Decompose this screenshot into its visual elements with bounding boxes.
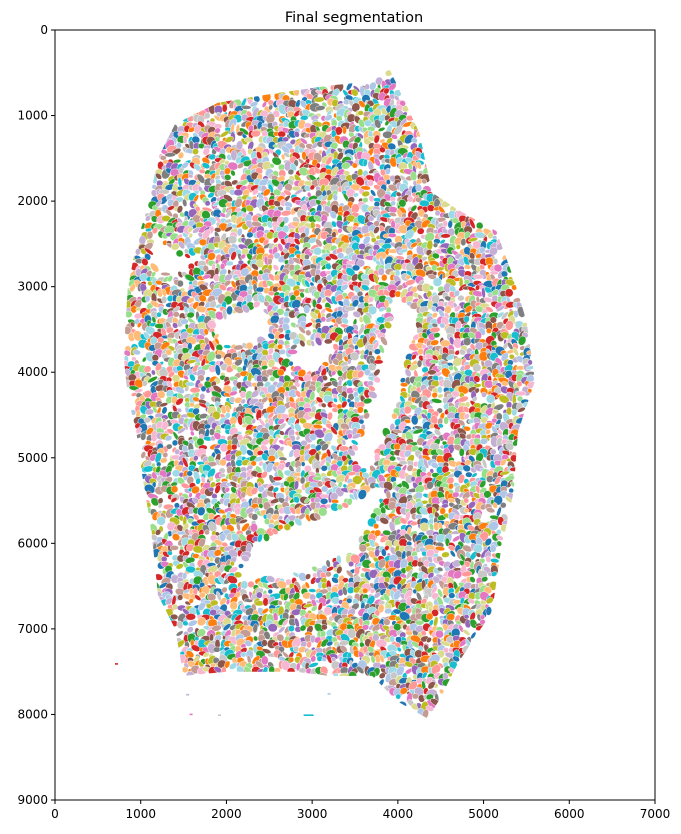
cell-mask [514, 390, 527, 397]
cell-mask [277, 130, 286, 138]
cell-mask [186, 470, 193, 477]
cell-mask [169, 545, 179, 551]
cell-mask [208, 476, 214, 482]
cell-mask [241, 105, 252, 110]
cell-mask [348, 561, 354, 567]
chart-title: Final segmentation [285, 10, 423, 26]
cell-mask [369, 81, 377, 91]
cell-mask [314, 370, 321, 376]
cell-mask [437, 386, 443, 394]
cell-mask [142, 380, 148, 387]
cell-mask [204, 200, 211, 207]
cell-mask [324, 114, 333, 122]
cell-mask [481, 391, 487, 398]
cell-mask [312, 476, 323, 481]
cell-mask [189, 387, 201, 394]
cell-mask [342, 126, 347, 135]
cell-mask [324, 338, 333, 345]
cell-mask [472, 274, 484, 280]
cell-mask [223, 344, 232, 349]
cell-mask [172, 311, 180, 318]
cell-mask [443, 416, 449, 425]
cell-mask [238, 563, 244, 569]
cell-mask [300, 461, 306, 467]
cell-mask [422, 573, 429, 579]
cell-mask [161, 295, 168, 304]
cell-mask [303, 305, 311, 314]
cell-mask [442, 220, 448, 228]
cell-mask [485, 555, 492, 563]
cell-mask [185, 381, 196, 387]
cell-mask [164, 152, 176, 158]
cell-mask [388, 232, 397, 238]
cell-mask [465, 471, 473, 478]
cell-mask [400, 382, 409, 388]
cell-mask [320, 498, 329, 505]
cell-mask [458, 448, 465, 457]
cell-mask [240, 580, 249, 590]
cell-mask [511, 408, 518, 417]
cell-mask [226, 260, 234, 267]
cell-mask [325, 570, 332, 578]
cell-mask [320, 316, 327, 323]
cell-mask [160, 272, 171, 277]
cell-mask [219, 473, 226, 478]
cell-mask [261, 101, 267, 108]
cell-mask [282, 136, 289, 142]
cell-mask [134, 312, 143, 320]
cell-mask [344, 305, 356, 312]
cell-mask [144, 295, 151, 303]
cell-mask [268, 104, 273, 111]
cell-mask [156, 311, 162, 318]
cell-mask [224, 253, 231, 259]
cell-mask [489, 544, 497, 553]
cell-mask [286, 349, 298, 355]
cell-mask [385, 179, 391, 185]
cell-mask [455, 244, 461, 250]
cell-mask [300, 115, 309, 121]
cell-mask [405, 274, 411, 280]
cell-mask [221, 103, 228, 113]
cell-mask [354, 344, 359, 350]
cell-mask [368, 195, 375, 202]
cell-mask [464, 508, 470, 513]
cell-mask [346, 433, 353, 439]
cell-mask [492, 258, 499, 265]
cell-mask [240, 491, 246, 499]
cell-mask [367, 179, 374, 187]
cell-mask [267, 257, 273, 265]
cell-mask [309, 221, 316, 229]
cell-mask [277, 368, 285, 377]
cell-mask [357, 110, 364, 116]
cell-mask [440, 233, 451, 239]
cell-mask [272, 476, 283, 482]
cell-mask [135, 248, 141, 256]
cell-mask [203, 112, 211, 119]
cell-mask [460, 238, 467, 246]
cell-mask [170, 485, 179, 493]
cell-mask [351, 88, 359, 97]
cell-mask [373, 359, 384, 365]
cell-mask [346, 275, 352, 281]
cell-mask [203, 423, 211, 430]
cell-mask [351, 102, 361, 113]
cell-mask [315, 105, 326, 111]
cell-mask [226, 305, 233, 315]
cell-mask [398, 460, 408, 466]
cell-mask [208, 486, 215, 492]
cell-mask [447, 220, 453, 229]
cell-mask [277, 343, 284, 350]
